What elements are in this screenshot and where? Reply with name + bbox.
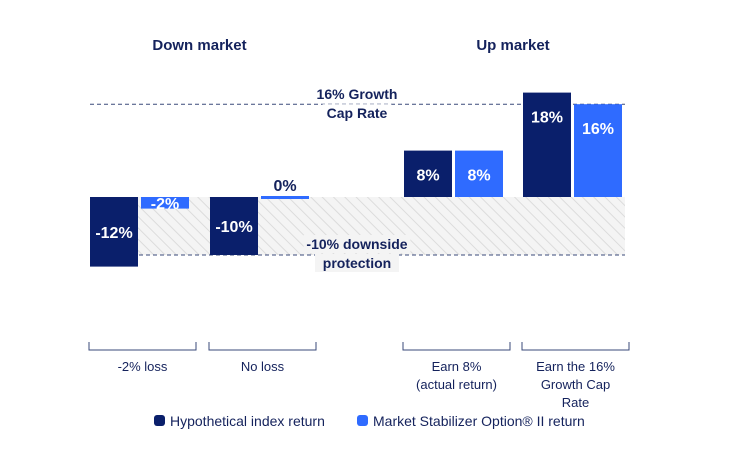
category-bracket-1 [208,342,317,351]
reference-label-0-0: 16% Growth [317,86,398,102]
category-label-0-0: -2% loss [118,359,168,374]
reference-label-bg-0-0 [315,85,399,104]
category-label-1-0: No loss [241,359,285,374]
category-label-3-1: Growth Cap [541,377,610,392]
legend-swatch-0 [154,415,165,426]
bar-s1-c2 [455,150,503,197]
bar-s1-c1 [261,196,309,199]
data-label-s0-c1: -10% [215,219,252,236]
category-bracket-0 [88,342,197,351]
data-label-s1-c0: -2% [151,196,179,213]
bar-s0-c1 [210,197,258,255]
reference-label-bg-0-1 [322,104,392,123]
data-label-s0-c3: 18% [531,110,563,127]
reference-label-bg-1-0 [303,235,411,253]
category-label-2-1: (actual return) [416,377,497,392]
legend-label-0: Hypothetical index return [170,413,325,429]
data-label-s1-c1: 0% [273,178,296,195]
category-label-2-0: Earn 8% [432,359,482,374]
category-label-3-0: Earn the 16% [536,359,615,374]
bar-s1-c0 [141,197,189,209]
legend-label-1: Market Stabilizer Option® II return [373,413,585,429]
bar-s0-c3 [523,92,571,197]
bar-s1-c3 [574,104,622,197]
data-label-s0-c2: 8% [416,168,439,185]
reference-label-0-1: Cap Rate [327,105,388,121]
reference-label-1-0: -10% downside [306,236,407,252]
data-label-s1-c3: 16% [582,121,614,138]
category-bracket-2 [402,342,511,351]
bar-s0-c0 [90,197,138,267]
group-title-0: Down market [152,37,246,54]
legend-swatch-1 [357,415,368,426]
data-label-s0-c0: -12% [95,225,132,242]
data-label-s1-c2: 8% [467,168,490,185]
reference-label-bg-1-1 [315,254,399,272]
group-title-1: Up market [476,37,549,54]
reference-label-1-1: protection [323,255,391,271]
category-bracket-3 [521,342,630,351]
bar-s0-c2 [404,150,452,197]
category-label-3-2: Rate [562,395,589,410]
